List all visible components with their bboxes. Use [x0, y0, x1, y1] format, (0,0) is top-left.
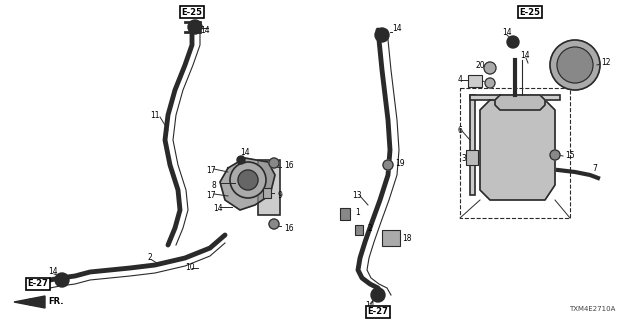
- Text: 14: 14: [240, 148, 250, 156]
- Polygon shape: [14, 296, 45, 308]
- Circle shape: [484, 62, 496, 74]
- Text: 5: 5: [476, 76, 481, 84]
- Bar: [470, 95, 560, 100]
- Bar: [355, 225, 363, 235]
- Bar: [382, 230, 400, 246]
- Circle shape: [371, 288, 385, 302]
- Circle shape: [550, 150, 560, 160]
- Text: 4: 4: [458, 75, 463, 84]
- Text: 14: 14: [502, 28, 511, 36]
- Circle shape: [507, 36, 519, 48]
- Text: 14: 14: [48, 268, 58, 276]
- Bar: [468, 75, 482, 87]
- Circle shape: [238, 170, 258, 190]
- Text: 6: 6: [458, 125, 463, 134]
- Text: 15: 15: [565, 150, 575, 159]
- Text: TXM4E2710A: TXM4E2710A: [568, 306, 615, 312]
- Text: 14: 14: [392, 23, 402, 33]
- Bar: [263, 188, 271, 198]
- Text: 10: 10: [185, 263, 195, 273]
- Circle shape: [550, 40, 600, 90]
- Text: 9: 9: [277, 190, 282, 199]
- Circle shape: [383, 160, 393, 170]
- Text: 14: 14: [200, 26, 210, 35]
- Text: 17: 17: [206, 190, 216, 199]
- Text: 14: 14: [365, 301, 374, 310]
- Circle shape: [188, 20, 202, 34]
- Text: 3: 3: [461, 154, 466, 163]
- Text: 7: 7: [592, 164, 597, 172]
- Text: 18: 18: [402, 234, 412, 243]
- Text: 14: 14: [520, 51, 530, 60]
- Bar: [258, 160, 280, 215]
- Bar: [466, 150, 478, 165]
- Bar: [460, 88, 570, 218]
- Circle shape: [237, 156, 245, 164]
- Bar: [470, 95, 475, 195]
- Text: 12: 12: [601, 58, 611, 67]
- Text: 17: 17: [206, 165, 216, 174]
- Polygon shape: [480, 100, 555, 200]
- Text: 13: 13: [352, 190, 362, 199]
- Text: E-27: E-27: [367, 308, 388, 316]
- Circle shape: [485, 78, 495, 88]
- Circle shape: [269, 219, 279, 229]
- Text: 11: 11: [150, 110, 159, 119]
- Text: 19: 19: [395, 158, 404, 167]
- Polygon shape: [220, 158, 275, 210]
- Text: 8: 8: [212, 180, 217, 189]
- Circle shape: [269, 158, 279, 168]
- Circle shape: [55, 273, 69, 287]
- Text: E-25: E-25: [520, 7, 541, 17]
- Text: 14: 14: [213, 204, 223, 212]
- Text: 16: 16: [284, 223, 294, 233]
- Text: 2: 2: [148, 253, 153, 262]
- Text: 16: 16: [284, 161, 294, 170]
- Polygon shape: [495, 95, 545, 110]
- Bar: [340, 208, 350, 220]
- Text: E-25: E-25: [182, 7, 202, 17]
- Text: FR.: FR.: [48, 298, 63, 307]
- Text: 2: 2: [367, 223, 372, 233]
- Circle shape: [375, 28, 389, 42]
- Circle shape: [557, 47, 593, 83]
- Circle shape: [230, 162, 266, 198]
- Text: 1: 1: [355, 207, 360, 217]
- Text: E-27: E-27: [28, 279, 49, 289]
- Text: 20: 20: [476, 60, 486, 69]
